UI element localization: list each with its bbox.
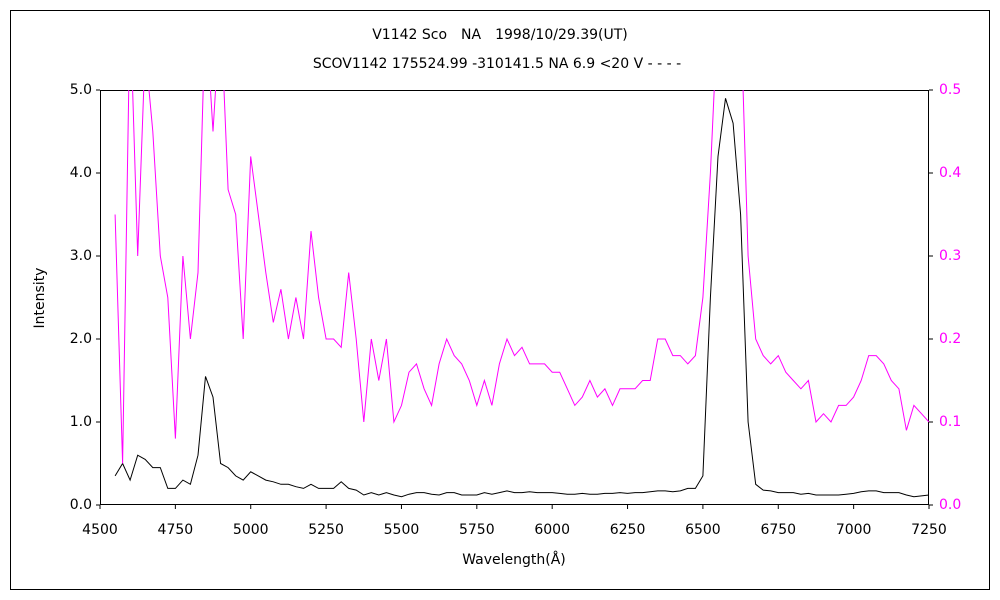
x-tick-label: 7000 xyxy=(836,522,872,538)
x-tick-label: 6500 xyxy=(685,522,721,538)
y-tick-label: 4.0 xyxy=(70,165,92,181)
spectrum-line xyxy=(114,98,929,498)
x-axis-label: Wavelength(Å) xyxy=(462,551,566,568)
y2-tick-label: 0.5 xyxy=(939,82,961,98)
x-tick-label: 5250 xyxy=(308,522,344,538)
y-tick-label: 3.0 xyxy=(70,248,92,264)
x-tick-label: 6750 xyxy=(760,522,796,538)
x-tick-label: 4500 xyxy=(82,522,118,538)
x-tick-label: 5500 xyxy=(384,522,420,538)
y2-tick-label: 0.3 xyxy=(939,248,961,264)
y-tick-label: 0.0 xyxy=(70,497,92,513)
x-tick-label: 6000 xyxy=(534,522,570,538)
y2-tick-label: 0.4 xyxy=(939,165,961,181)
chart-subtitle: SCOV1142 175524.99 -310141.5 NA 6.9 <20 … xyxy=(313,56,681,72)
y2-tick-label: 0.0 xyxy=(939,497,961,513)
frame xyxy=(10,10,990,590)
y-tick-label: 5.0 xyxy=(70,82,92,98)
x-tick-label: 5000 xyxy=(233,522,269,538)
x-tick-label: 4750 xyxy=(158,522,194,538)
plot-area xyxy=(100,90,929,505)
x-tick-label: 5750 xyxy=(459,522,495,538)
spectrum-line xyxy=(114,90,929,464)
y-tick-label: 1.0 xyxy=(70,414,92,430)
x-tick-label: 6250 xyxy=(610,522,646,538)
chart-title: V1142 Sco NA 1998/10/29.39(UT) xyxy=(372,27,628,43)
y2-tick-label: 0.2 xyxy=(939,331,961,347)
y-tick-label: 2.0 xyxy=(70,331,92,347)
x-tick-label: 7250 xyxy=(911,522,947,538)
y2-tick-label: 0.1 xyxy=(939,414,961,430)
y-axis-label: Intensity xyxy=(32,268,48,329)
